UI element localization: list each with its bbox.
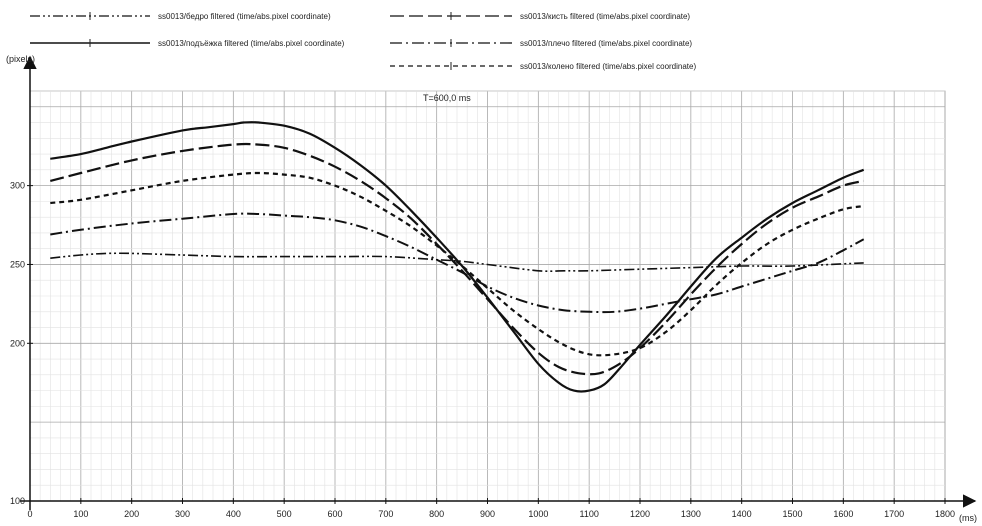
x-tick-label: 1700: [884, 509, 904, 519]
x-tick-label: 600: [327, 509, 342, 519]
x-tick-label: 100: [73, 509, 88, 519]
y-ticks: 100 200 250 300: [10, 181, 33, 506]
x-tick-label: 1500: [782, 509, 802, 519]
axes: [20, 55, 977, 510]
legend-entry-kist: ss0013/кисть filtered (time/abs.pixel co…: [390, 12, 690, 21]
legend: ss0013/бедро filtered (time/abs.pixel co…: [30, 12, 696, 71]
series-line-plecho: [50, 212, 865, 314]
legend-label-kist: ss0013/кисть filtered (time/abs.pixel co…: [520, 12, 690, 21]
series-line-koleno: [50, 171, 864, 357]
y-tick-label: 200: [10, 338, 25, 348]
legend-label-podyozhka: ss0013/подъёжка filtered (time/abs.pixel…: [158, 39, 345, 48]
x-tick-label: 1100: [579, 509, 598, 519]
x-tick-label: 1800: [935, 509, 955, 519]
x-tick-label: 900: [480, 509, 495, 519]
x-tick-label: 700: [378, 509, 393, 519]
legend-entry-podyozhka: ss0013/подъёжка filtered (time/abs.pixel…: [30, 39, 345, 48]
x-tick-label: 1200: [630, 509, 650, 519]
x-tick-label: 1600: [833, 509, 853, 519]
series-lines: [50, 121, 865, 393]
legend-label-koleno: ss0013/колено filtered (time/abs.pixel c…: [520, 62, 696, 71]
x-tick-label: 400: [226, 509, 241, 519]
x-tick-label: 1300: [681, 509, 701, 519]
x-tick-label: 200: [124, 509, 139, 519]
legend-label-plecho: ss0013/плечо filtered (time/abs.pixel co…: [520, 39, 692, 48]
x-tick-label: 0: [27, 509, 32, 519]
legend-entry-plecho: ss0013/плечо filtered (time/abs.pixel co…: [390, 39, 692, 48]
legend-entry-bedro: ss0013/бедро filtered (time/abs.pixel co…: [30, 12, 331, 21]
legend-entry-koleno: ss0013/колено filtered (time/abs.pixel c…: [390, 62, 696, 71]
y-tick-label: 250: [10, 259, 25, 269]
x-tick-label: 800: [429, 509, 444, 519]
x-tick-label: 500: [277, 509, 292, 519]
y-tick-label: 100: [10, 496, 25, 506]
x-axis-label: (ms): [959, 513, 977, 523]
series-line-podyozhka: [50, 121, 865, 393]
x-tick-label: 300: [175, 509, 190, 519]
x-tick-label: 1400: [732, 509, 752, 519]
x-ticks: 0 100 200 300 400 500 600 700 800 900 1000 1100 1200…: [27, 498, 955, 519]
y-tick-label: 300: [10, 181, 25, 191]
period-annotation: T=600,0 ms: [423, 93, 471, 103]
x-tick-label: 1000: [528, 509, 548, 519]
legend-label-bedro: ss0013/бедро filtered (time/abs.pixel co…: [158, 12, 331, 21]
y-axis-label: (pixels): [6, 54, 35, 64]
series-line-kist: [50, 142, 864, 376]
